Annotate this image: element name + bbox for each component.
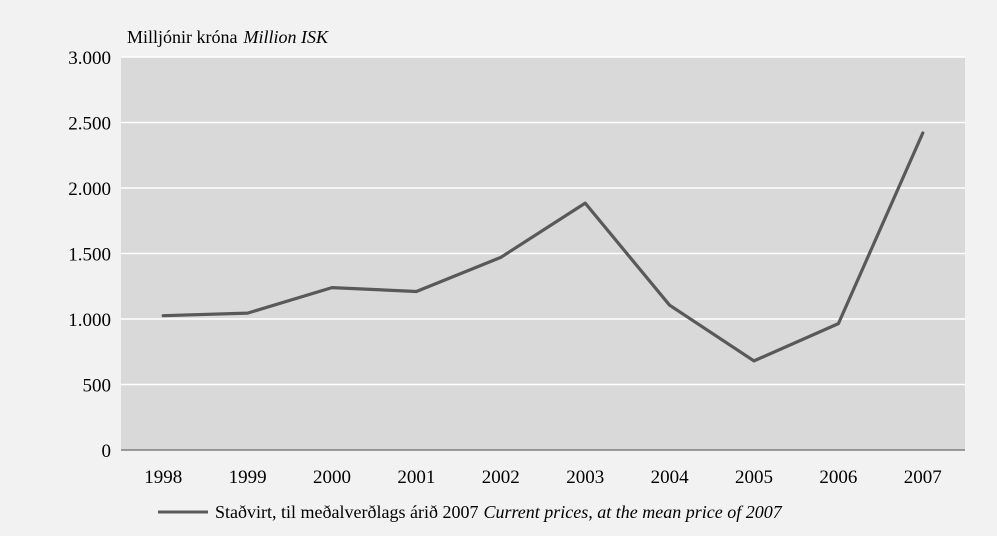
x-tick-label: 2005: [735, 467, 773, 488]
x-tick-label: 2002: [482, 467, 520, 488]
series-line: [161, 131, 925, 363]
y-tick-label: 3.000: [68, 48, 111, 69]
legend: Staðvirt, til meðalverðlags árið 2007 Cur…: [158, 502, 783, 522]
y-tick-label: 0: [102, 441, 112, 462]
x-tick-label: 2001: [397, 467, 435, 488]
y-tick-label: 2.000: [68, 179, 111, 200]
x-tick-label: 2003: [566, 467, 604, 488]
y-tick-label: 500: [83, 376, 112, 397]
y-tick-label: 2.500: [68, 114, 111, 135]
x-tick-label: 2000: [313, 467, 351, 488]
gridlines: [121, 56, 965, 386]
x-tick-label: 1998: [144, 467, 182, 488]
y-tick-label: 1.000: [68, 310, 111, 331]
unit-label-english: Million ISK: [243, 27, 329, 47]
legend-label-english: Current prices, at the mean price of 200…: [483, 502, 782, 522]
unit-label: Milljónir króna Million ISK: [127, 27, 329, 47]
y-axis-tick-labels: 0 500 1.000 1.500 2.000 2.500 3.000: [68, 48, 111, 462]
legend-label-icelandic: Staðvirt, til meðalverðlags árið 2007: [215, 502, 478, 522]
x-tick-label: 2007: [904, 467, 942, 488]
x-tick-label: 2006: [819, 467, 857, 488]
y-tick-label: 1.500: [68, 245, 111, 266]
unit-label-icelandic: Milljónir króna: [127, 27, 238, 47]
x-tick-label: 2004: [651, 467, 690, 488]
x-tick-label: 1999: [229, 467, 267, 488]
legend-label: Staðvirt, til meðalverðlags árið 2007 Cur…: [215, 502, 783, 522]
x-axis-tick-labels: 1998 1999 2000 2001 2002 2003 2004 2005 2006 2007: [144, 467, 942, 488]
